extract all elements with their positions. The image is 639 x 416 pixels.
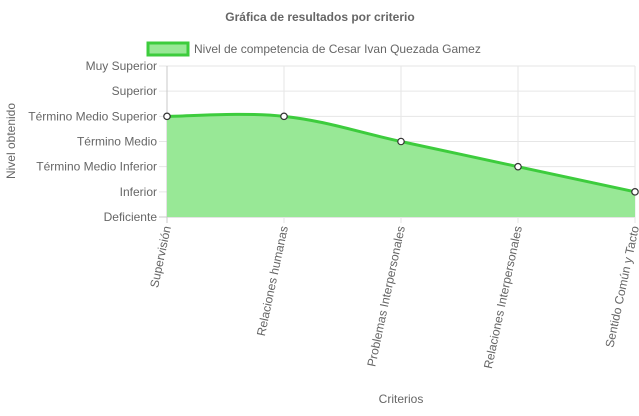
y-tick-label: Superior bbox=[112, 84, 157, 98]
x-axis-title: Criterios bbox=[379, 392, 424, 406]
data-points bbox=[163, 112, 639, 196]
y-tick-label: Muy Superior bbox=[86, 59, 157, 73]
x-tick-label: Relaciones humanas bbox=[254, 225, 291, 338]
y-tick-label: Término Medio Inferior bbox=[36, 160, 157, 174]
data-point[interactable] bbox=[397, 137, 405, 146]
legend[interactable]: Nivel de competencia de Cesar Ivan Queza… bbox=[146, 41, 481, 57]
y-tick-label: Término Medio bbox=[77, 135, 157, 149]
legend-swatch bbox=[146, 41, 190, 57]
chart-title: Gráfica de resultados por criterio bbox=[225, 10, 414, 24]
y-tick-label: Deficiente bbox=[104, 210, 158, 224]
y-tick-labels: Deficiente Inferior Término Medio Inferior… bbox=[28, 59, 157, 224]
y-tick-label: Inferior bbox=[120, 185, 157, 199]
y-tick-label: Término Medio Superior bbox=[28, 109, 157, 123]
data-point[interactable] bbox=[163, 112, 171, 121]
x-tick-label: Problemas Interpersonales bbox=[364, 225, 408, 368]
x-tick-label: Supervisión bbox=[147, 225, 174, 289]
legend-label: Nivel de competencia de Cesar Ivan Queza… bbox=[194, 42, 481, 56]
data-point[interactable] bbox=[280, 112, 288, 121]
series-area-fill bbox=[167, 114, 635, 217]
x-tick-label: Sentido Común y Tacto bbox=[602, 224, 639, 348]
data-point[interactable] bbox=[514, 162, 522, 171]
x-tick-label: Relaciones Interpersonales bbox=[481, 225, 525, 370]
y-axis-title: Nivel obtenido bbox=[4, 103, 18, 179]
x-tick-labels: Supervisión Relaciones humanas Problemas I… bbox=[147, 224, 639, 369]
data-point[interactable] bbox=[631, 188, 639, 196]
